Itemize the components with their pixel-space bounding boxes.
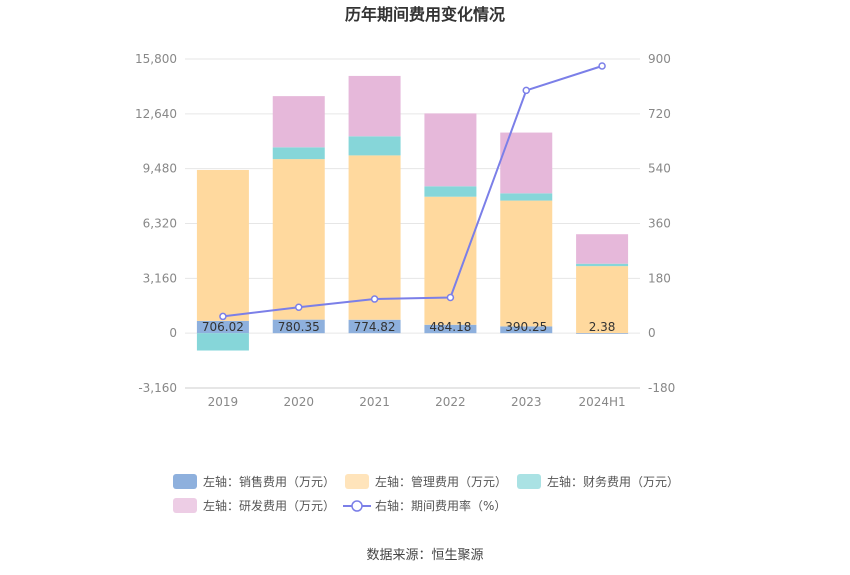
legend-marker xyxy=(351,500,363,512)
x-tick-label: 2022 xyxy=(435,395,466,409)
legend-label: 左轴：研发费用（万元） xyxy=(203,498,335,513)
left-tick-label: -3,160 xyxy=(138,381,177,395)
rate-line-path xyxy=(222,65,603,318)
right-tick-label: 540 xyxy=(648,162,671,176)
bar-segment xyxy=(348,136,401,156)
rate-point xyxy=(370,295,379,303)
data-label: 706.02 xyxy=(202,320,244,334)
bar-segment xyxy=(272,147,325,160)
chart-title: 历年期间费用变化情况 xyxy=(345,5,505,24)
bar-segment xyxy=(500,326,553,334)
bars xyxy=(196,75,629,351)
bar-segment xyxy=(348,75,401,137)
data-label: 780.35 xyxy=(278,320,320,334)
bar-segment xyxy=(196,320,249,334)
rate-point xyxy=(295,303,303,312)
legend[interactable]: 左轴：销售费用（万元） 左轴：管理费用（万元） 左轴：财务费用（万元） 左轴：研发费用… xyxy=(173,474,679,513)
legend-label: 左轴：管理费用（万元） xyxy=(375,474,507,489)
x-axis: 2019 2020 2021 2022 2023 2024H1 xyxy=(185,387,640,409)
bar-segment xyxy=(424,324,477,334)
bar-segment xyxy=(272,159,325,320)
legend-label: 左轴：财务费用（万元） xyxy=(547,474,679,489)
bar-segment xyxy=(196,333,249,351)
bar-segment xyxy=(272,319,325,334)
bar-segment xyxy=(196,169,249,321)
data-label: 774.82 xyxy=(354,320,396,334)
left-tick-label: 3,160 xyxy=(143,271,177,285)
legend-item[interactable]: 左轴：销售费用（万元） xyxy=(173,474,335,489)
left-axis: 15,800 12,640 9,480 6,320 3,160 0 -3,160 xyxy=(135,52,177,395)
legend-swatch xyxy=(345,474,369,489)
source-note: 数据来源：恒生聚源 xyxy=(366,548,483,563)
bar-segment xyxy=(576,333,629,334)
rate-point xyxy=(598,62,606,70)
data-label: 484.18 xyxy=(429,320,471,334)
legend-swatch xyxy=(517,474,541,489)
bar-segment xyxy=(348,155,401,320)
left-tick-label: 6,320 xyxy=(143,217,177,231)
right-tick-label: 360 xyxy=(648,217,671,231)
bar-segment xyxy=(348,319,401,334)
data-labels: 706.02 780.35 774.82 484.18 390.25 2.38 xyxy=(202,320,616,334)
bar-segment xyxy=(424,113,477,187)
legend-label: 右轴：期间费用率（%） xyxy=(375,498,506,513)
left-tick-label: 15,800 xyxy=(135,52,177,66)
bar-segment xyxy=(576,263,629,267)
bar-segment xyxy=(500,132,553,194)
legend-item[interactable]: 右轴：期间费用率（%） xyxy=(343,498,506,513)
rate-point xyxy=(522,86,530,95)
right-tick-label: 0 xyxy=(648,326,656,340)
legend-swatch xyxy=(173,498,197,513)
left-tick-label: 0 xyxy=(169,326,177,340)
x-tick-label: 2024H1 xyxy=(578,395,625,409)
bar-segment xyxy=(576,234,629,264)
rate-point xyxy=(446,293,455,302)
legend-swatch xyxy=(173,474,197,489)
x-tick-label: 2023 xyxy=(511,395,542,409)
right-tick-label: -180 xyxy=(648,381,675,395)
legend-item[interactable]: 左轴：管理费用（万元） xyxy=(345,474,507,489)
x-tick-label: 2020 xyxy=(283,395,314,409)
right-tick-label: 900 xyxy=(648,52,671,66)
left-tick-label: 9,480 xyxy=(143,162,177,176)
legend-label: 左轴：销售费用（万元） xyxy=(203,474,335,489)
bar-segment xyxy=(272,96,325,148)
left-tick-label: 12,640 xyxy=(135,107,177,121)
right-tick-label: 180 xyxy=(648,271,671,285)
bar-segment xyxy=(500,193,553,201)
bar-segment xyxy=(500,200,553,327)
x-tick-label: 2019 xyxy=(208,395,239,409)
data-label: 390.25 xyxy=(505,320,547,334)
x-tick-label: 2021 xyxy=(359,395,390,409)
bar-segment xyxy=(424,196,477,325)
bar-segment xyxy=(576,266,629,334)
legend-item[interactable]: 左轴：财务费用（万元） xyxy=(517,474,679,489)
data-label: 2.38 xyxy=(589,320,616,334)
right-tick-label: 720 xyxy=(648,107,671,121)
right-axis: 900 720 540 360 180 0 -180 xyxy=(648,52,675,395)
rate-point xyxy=(219,312,227,321)
grid xyxy=(185,58,640,389)
legend-item[interactable]: 左轴：研发费用（万元） xyxy=(173,498,335,513)
bar-segment xyxy=(424,186,477,197)
rate-line xyxy=(219,62,606,321)
